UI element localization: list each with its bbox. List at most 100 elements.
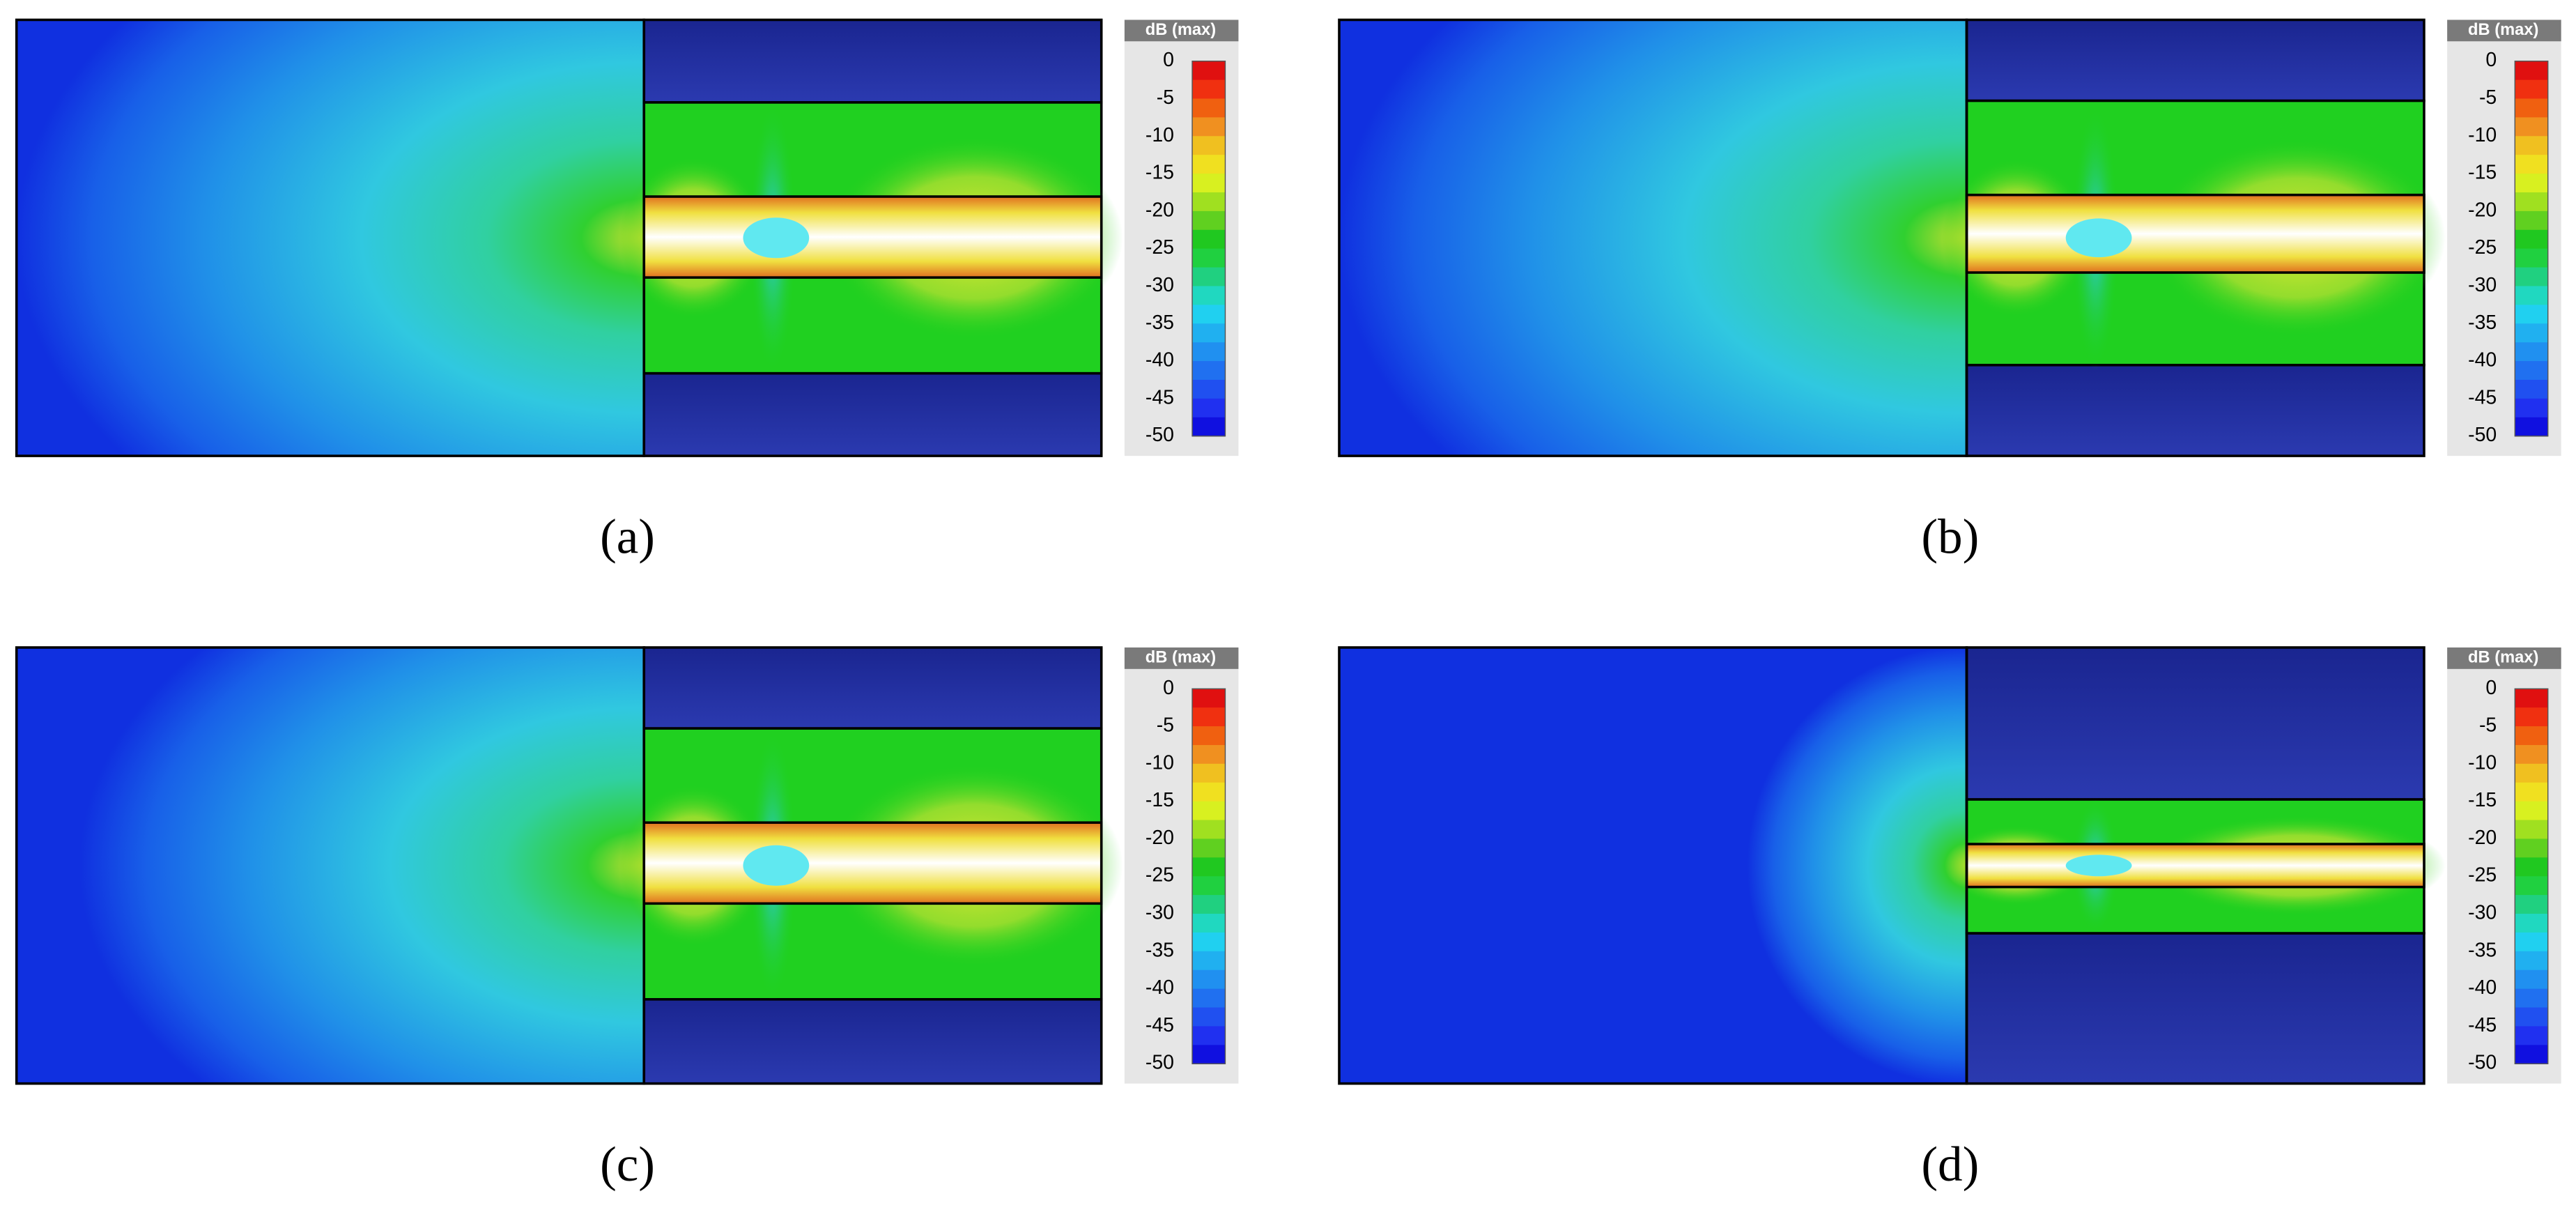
- field-left: [1338, 18, 1968, 457]
- colorbar-band: [2515, 1026, 2548, 1046]
- colorbar-band: [2515, 155, 2548, 174]
- colorbar-band: [2515, 876, 2548, 896]
- colorbar-band: [2515, 1007, 2548, 1027]
- colorbar-band: [1192, 361, 1226, 381]
- colorbar-band: [1192, 782, 1226, 802]
- colorbar-tick-label: -50: [2468, 1052, 2497, 1074]
- colorbar-tick-label: -35: [2468, 939, 2497, 961]
- colorbar-band: [2515, 174, 2548, 193]
- colorbar-tick-label: -35: [1146, 312, 1174, 334]
- colorbar-tick-label: -35: [1146, 939, 1174, 961]
- core: [642, 821, 1103, 905]
- colorbar-band: [2515, 857, 2548, 877]
- colorbar-band: [2515, 342, 2548, 362]
- panel: dB (max) 0 -5 -10 -15 -20 -25 -30 -35 -40 -45 -50 (a…: [15, 18, 1239, 565]
- colorbar-tick-label: -40: [1146, 349, 1174, 371]
- colorbar-tick-label: -30: [2468, 902, 2497, 924]
- colorbar-tick-label: -5: [2479, 86, 2497, 109]
- field-left: [15, 646, 646, 1085]
- colorbar-band: [1192, 229, 1226, 250]
- colorbar-tick-label: -30: [1146, 902, 1174, 924]
- colorbar-tick-label: 0: [1163, 677, 1174, 699]
- colorbar-tick-label: -25: [2468, 236, 2497, 259]
- colorbar-band: [1192, 98, 1226, 118]
- colorbar-tick-label: -20: [1146, 199, 1174, 221]
- colorbar-band: [2515, 895, 2548, 914]
- colorbar-tick-label: -40: [1146, 976, 1174, 999]
- colorbar-band: [1192, 1045, 1226, 1064]
- colorbar-band: [2515, 1045, 2548, 1064]
- cladding-top: [1965, 646, 2425, 801]
- colorbar-band: [1192, 210, 1226, 231]
- colorbar-frame: [1191, 688, 1226, 1064]
- colorbar-band: [1192, 1026, 1226, 1046]
- colorbar-band: [2515, 136, 2548, 155]
- panel: dB (max) 0 -5 -10 -15 -20 -25 -30 -35 -40 -45 -50 (d…: [1338, 646, 2561, 1192]
- colorbar-tick-label: -25: [1146, 864, 1174, 887]
- colorbar-band: [2515, 379, 2548, 399]
- colorbar-band: [2515, 267, 2548, 287]
- colorbar-tick-label: -5: [1157, 714, 1174, 737]
- colorbar-band: [2515, 323, 2548, 343]
- colorbar-tick-label: -50: [1146, 424, 1174, 446]
- colorbar-band: [2515, 763, 2548, 783]
- field-left: [15, 18, 646, 457]
- cladding-bottom: [1965, 932, 2425, 1085]
- colorbar-band: [1192, 323, 1226, 343]
- cladding-top: [1965, 18, 2425, 102]
- colorbar-band: [2515, 707, 2548, 727]
- colorbar-band: [2515, 951, 2548, 971]
- core: [1965, 193, 2425, 274]
- colorbar-tick-label: 0: [2485, 677, 2497, 699]
- cladding-bottom: [642, 371, 1103, 457]
- colorbar-tick-label: -10: [1146, 751, 1174, 774]
- colorbar-band: [2515, 398, 2548, 418]
- colorbar-band: [2515, 248, 2548, 268]
- node: [2065, 854, 2132, 877]
- node: [743, 217, 810, 259]
- colorbar-band: [2515, 210, 2548, 231]
- colorbar-band: [2515, 726, 2548, 746]
- colorbar-tick-label: -30: [2468, 274, 2497, 296]
- colorbar-band: [1192, 932, 1226, 952]
- colorbar-band: [2515, 689, 2548, 708]
- colorbar-band: [1192, 174, 1226, 193]
- colorbar-band: [1192, 763, 1226, 783]
- colorbar-title-bg: [1124, 647, 1239, 669]
- colorbar-band: [1192, 61, 1226, 81]
- colorbar-band: [2515, 117, 2548, 137]
- colorbar-band: [2515, 838, 2548, 859]
- colorbar-band: [1192, 398, 1226, 418]
- colorbar-title-bg: [2447, 647, 2561, 669]
- colorbar-band: [1192, 136, 1226, 155]
- panel-label: (a): [600, 510, 655, 565]
- colorbar-title-bg: [2447, 20, 2561, 42]
- colorbar-band: [1192, 305, 1226, 324]
- colorbar-band: [2515, 361, 2548, 381]
- colorbar-band: [1192, 726, 1226, 746]
- colorbar-band: [1192, 1007, 1226, 1027]
- colorbar-tick-label: -40: [2468, 349, 2497, 371]
- colorbar-band: [1192, 914, 1226, 933]
- colorbar-band: [1192, 117, 1226, 137]
- colorbar-band: [1192, 838, 1226, 859]
- colorbar-band: [2515, 229, 2548, 250]
- colorbar-tick-label: -20: [1146, 827, 1174, 849]
- colorbar-tick-label: -15: [1146, 162, 1174, 184]
- colorbar-band: [1192, 988, 1226, 1009]
- colorbar-band: [1192, 379, 1226, 399]
- colorbar-tick-label: -20: [2468, 827, 2497, 849]
- panel-label: (d): [1921, 1137, 1979, 1192]
- colorbar-band: [1192, 876, 1226, 896]
- colorbar-tick-label: -25: [1146, 236, 1174, 259]
- colorbar-band: [2515, 744, 2548, 765]
- colorbar-band: [1192, 155, 1226, 174]
- colorbar-tick-label: -45: [1146, 386, 1174, 408]
- colorbar-band: [2515, 79, 2548, 100]
- panel: dB (max) 0 -5 -10 -15 -20 -25 -30 -35 -40 -45 -50 (b…: [1338, 18, 2561, 565]
- colorbar-band: [1192, 417, 1226, 437]
- colorbar-tick-label: -50: [2468, 424, 2497, 446]
- colorbar-band: [1192, 192, 1226, 212]
